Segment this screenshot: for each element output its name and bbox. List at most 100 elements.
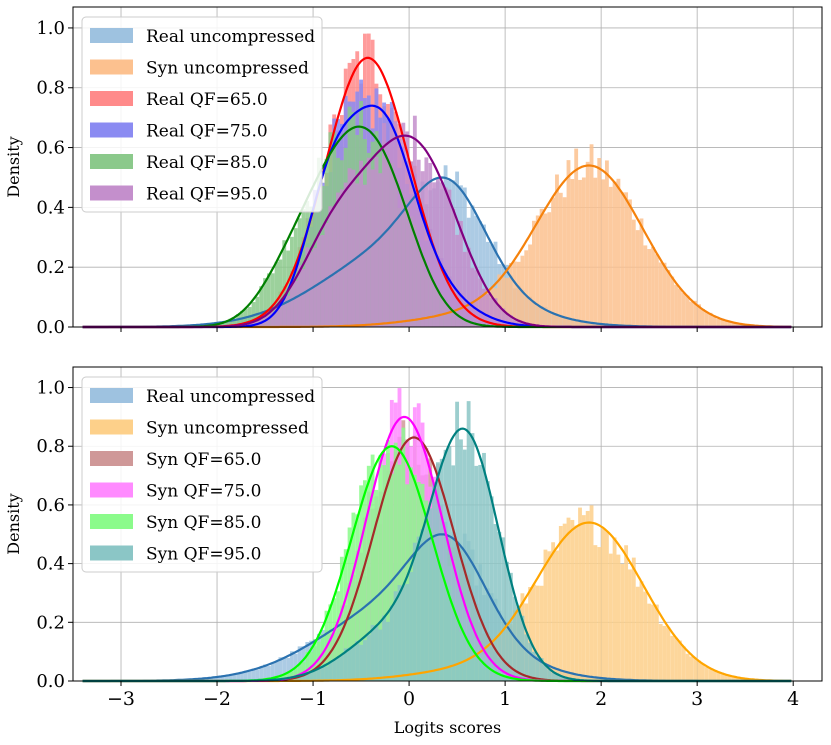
histogram-bar [493, 298, 498, 327]
histogram-bar [420, 529, 425, 681]
histogram-bar [428, 162, 433, 327]
histogram-bar [482, 224, 486, 327]
histogram-bar [720, 672, 725, 681]
histogram-bar [716, 671, 721, 681]
histogram-bar [328, 604, 333, 681]
histogram-bar [731, 321, 736, 327]
histogram-bar [370, 454, 375, 681]
histogram-bar [401, 122, 406, 328]
histogram-bar [259, 666, 264, 681]
histogram-bar [274, 307, 279, 327]
histogram-bar [485, 241, 490, 327]
histogram-bar [286, 295, 291, 327]
histogram-bar [551, 542, 556, 681]
histogram-bar [286, 657, 291, 681]
histogram-bar [505, 277, 509, 327]
histogram-bar [570, 179, 575, 327]
histogram-bar [316, 641, 321, 681]
histogram-bar [263, 278, 267, 327]
histogram-bar [355, 514, 360, 681]
histogram-bar [608, 186, 613, 327]
histogram-bar [309, 671, 314, 681]
histogram-bar [604, 531, 609, 681]
histogram-bar [558, 525, 563, 681]
histogram-bar [658, 262, 663, 327]
histogram-bar [370, 169, 375, 327]
histogram-bar [339, 655, 344, 681]
histogram-bar [581, 515, 586, 681]
histogram-bar [508, 315, 513, 327]
histogram-bar [489, 244, 494, 327]
histogram-bar [293, 280, 298, 327]
histogram-bar [313, 670, 317, 681]
histogram-bar [501, 277, 506, 327]
histogram-bar [528, 244, 533, 327]
histogram-bar [616, 178, 621, 327]
histogram-bar [301, 209, 306, 327]
histogram-bar [681, 646, 686, 681]
histogram-bar [712, 316, 717, 327]
legend-swatch [90, 185, 133, 201]
histogram-bar [232, 318, 237, 327]
histogram-bar [447, 189, 452, 327]
histogram-bar [639, 218, 644, 327]
histogram-bar [313, 638, 317, 681]
histogram-bar [593, 177, 598, 327]
histogram-bar [359, 644, 363, 681]
histogram-bar [616, 554, 621, 681]
histogram-bar [532, 651, 536, 681]
legend-label: Real QF=75.0 [146, 122, 268, 142]
y-tick-label: 0.8 [36, 78, 65, 99]
histogram-bar [366, 634, 371, 681]
histogram-bar [516, 606, 521, 681]
histogram-bar [470, 433, 475, 681]
histogram-bar [693, 300, 698, 327]
histogram-bar [263, 664, 267, 681]
legend-box [81, 376, 323, 573]
histogram-bar [409, 161, 413, 327]
y-tick-label: 0.8 [36, 436, 65, 457]
histogram-bar [247, 671, 252, 681]
histogram-bar [424, 157, 429, 327]
histogram-bar [293, 676, 298, 681]
histogram-bar [701, 663, 705, 681]
legend-label: Syn QF=75.0 [146, 482, 261, 502]
histogram-bar [339, 189, 344, 327]
histogram-bar [508, 572, 513, 681]
histogram-bar [324, 223, 329, 327]
histogram-bar [378, 629, 383, 681]
histogram-bar [666, 627, 671, 681]
histogram-bar [255, 296, 260, 327]
histogram-bar [620, 564, 625, 681]
x-tick-label: −2 [203, 688, 231, 710]
histogram-bar [386, 142, 390, 327]
histogram-bar [301, 268, 306, 327]
histogram-bar [620, 192, 625, 327]
legend-label: Real QF=65.0 [146, 90, 268, 110]
histogram-bar [362, 640, 367, 681]
y-tick-label: 0.6 [36, 495, 65, 516]
legend-label: Syn uncompressed [146, 419, 309, 439]
histogram-bar [635, 586, 640, 681]
histogram-bar [535, 215, 540, 327]
histogram-bar [451, 208, 456, 327]
histogram-bar [470, 268, 475, 327]
histogram-bar [393, 121, 398, 327]
histogram-bar [412, 115, 417, 327]
histogram-bar [739, 678, 744, 681]
histogram-bar [578, 507, 582, 681]
histogram-bar [297, 675, 302, 681]
histogram-bar [478, 278, 483, 327]
legend-swatch [90, 59, 133, 75]
histogram-bar [689, 301, 694, 327]
histogram-bar [574, 525, 579, 681]
histogram-bar [555, 673, 559, 681]
histogram-bar [497, 305, 502, 327]
histogram-bar [316, 667, 321, 681]
legend-swatch [90, 91, 133, 106]
histogram-bar [255, 669, 260, 681]
histogram-bar [378, 455, 383, 681]
histogram-bar [501, 308, 506, 327]
histogram-bar [355, 183, 360, 327]
histogram-bar [270, 273, 275, 327]
